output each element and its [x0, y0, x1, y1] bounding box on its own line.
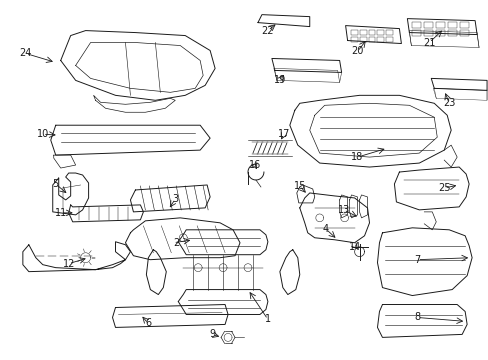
Bar [435, 22, 444, 28]
Text: 16: 16 [248, 160, 261, 170]
Text: 19: 19 [273, 75, 285, 85]
Bar [424, 22, 432, 28]
Bar [359, 37, 366, 41]
Text: 9: 9 [209, 329, 215, 339]
Text: 18: 18 [351, 152, 363, 162]
Text: 12: 12 [62, 259, 75, 269]
Text: 17: 17 [277, 129, 289, 139]
Bar [411, 30, 421, 36]
Bar [447, 30, 456, 36]
Text: 20: 20 [351, 46, 363, 57]
Text: 15: 15 [293, 181, 305, 191]
Bar [368, 30, 375, 35]
Text: 13: 13 [337, 205, 349, 215]
Bar [350, 30, 357, 35]
Text: 5: 5 [53, 179, 59, 189]
Bar [447, 22, 456, 28]
Bar [359, 30, 366, 35]
Bar [368, 37, 375, 41]
Text: 24: 24 [20, 49, 32, 58]
Bar [386, 37, 393, 41]
Text: 3: 3 [172, 194, 178, 204]
Text: 11: 11 [55, 208, 67, 218]
Bar [459, 30, 468, 36]
Text: 6: 6 [145, 319, 151, 328]
Text: 8: 8 [413, 312, 420, 323]
Bar [377, 37, 384, 41]
Text: 22: 22 [261, 26, 274, 36]
Bar [350, 37, 357, 41]
Bar [459, 22, 468, 28]
Text: 23: 23 [442, 98, 454, 108]
Text: 14: 14 [349, 242, 361, 252]
Text: 10: 10 [37, 129, 49, 139]
Text: 1: 1 [264, 314, 270, 324]
Bar [424, 30, 432, 36]
Bar [435, 30, 444, 36]
Text: 4: 4 [322, 224, 328, 234]
Text: 21: 21 [422, 37, 435, 48]
Text: 7: 7 [413, 255, 420, 265]
Bar [377, 30, 384, 35]
Bar [411, 22, 421, 28]
Bar [386, 30, 393, 35]
Text: 2: 2 [173, 238, 179, 248]
Text: 25: 25 [437, 183, 449, 193]
